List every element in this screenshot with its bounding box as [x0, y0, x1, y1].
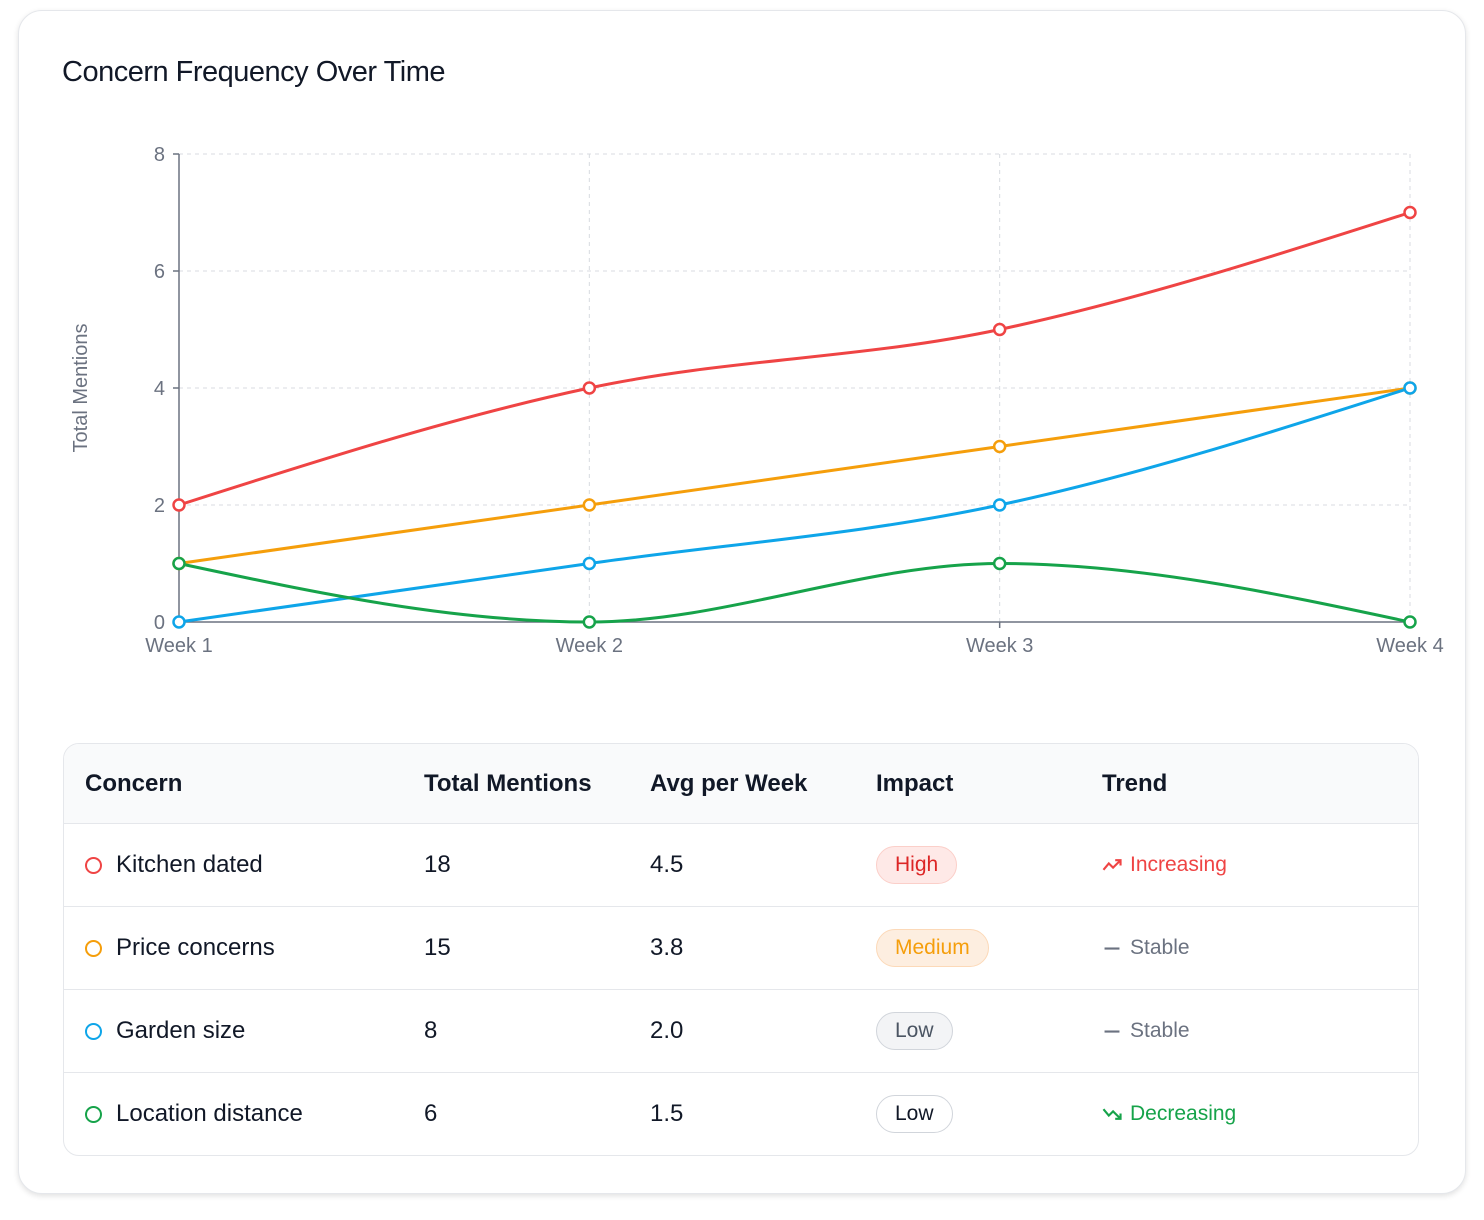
header-cell: Trend [1102, 769, 1168, 797]
concern-cell: Location distance [85, 1100, 303, 1128]
trend-cell: Decreasing [1102, 1102, 1236, 1126]
series-line [178, 386, 1411, 624]
concern-cell: Garden size [85, 1017, 245, 1045]
data-point [582, 556, 597, 571]
trend-cell: Stable [1102, 936, 1190, 960]
chart: 0 2 4 6 8 Week 1 Week 2 Week 3 Week 4 Total Menti… [70, 144, 1444, 657]
table-row: Kitchen dated 18 4.5 High Increasing [64, 823, 1418, 906]
concern-name: Price concerns [116, 934, 275, 961]
total-mentions: 8 [424, 1017, 438, 1044]
data-point [992, 556, 1007, 571]
avg-per-week: 2.0 [650, 1017, 684, 1044]
impact-cell: Low [876, 1095, 953, 1133]
data-point [172, 498, 186, 512]
avg-per-week: 1.5 [650, 1100, 684, 1127]
y-tick-label: 6 [154, 261, 165, 283]
impact-cell: Medium [876, 929, 989, 967]
data-point [172, 556, 186, 571]
data-point [992, 498, 1007, 512]
data-point [582, 498, 597, 512]
concern-name: Garden size [116, 1017, 246, 1044]
x-tick-label: Week 3 [966, 635, 1033, 657]
series-marker [85, 939, 102, 957]
concern-table: Concern Total Mentions Avg per Week Impa… [63, 743, 1419, 1156]
impact-cell: High [876, 846, 958, 884]
x-tick-label: Week 4 [1376, 635, 1443, 657]
trend-icon [1102, 1108, 1122, 1120]
series-line [178, 386, 1411, 565]
impact-badge: Low [876, 1012, 953, 1050]
trend-label: Increasing [1130, 853, 1227, 876]
impact-badge: Medium [876, 929, 989, 967]
series-marker [85, 1105, 102, 1123]
table-row: Price concerns 15 3.8 Medium Stable [64, 906, 1418, 989]
y-tick-label: 8 [154, 144, 165, 166]
concern-name: Kitchen dated [116, 851, 263, 878]
trend-label: Stable [1130, 936, 1190, 959]
total-mentions: 6 [424, 1100, 438, 1127]
series-marker [85, 1022, 102, 1040]
trend-icon [1102, 859, 1122, 871]
table-header: Concern Total Mentions Avg per Week Impa… [64, 744, 1418, 823]
header-cell: Total Mentions [424, 769, 592, 797]
avg-per-week: 3.8 [650, 934, 684, 961]
series-line [178, 211, 1411, 507]
y-tick-label: 2 [154, 495, 165, 517]
trend-label: Stable [1130, 1019, 1190, 1042]
concern-cell: Kitchen dated [85, 851, 263, 879]
x-tick-label: Week 1 [145, 635, 212, 657]
data-point [992, 439, 1007, 454]
trend-label: Decreasing [1130, 1102, 1237, 1125]
trend-icon [1104, 1030, 1120, 1033]
impact-badge: Low [876, 1095, 953, 1133]
avg-per-week: 4.5 [650, 851, 684, 878]
data-point [1403, 381, 1417, 395]
trend-cell: Increasing [1102, 853, 1227, 877]
data-point [582, 615, 597, 629]
y-tick-label: 0 [154, 612, 165, 634]
trend-cell: Stable [1102, 1019, 1190, 1043]
table-row: Garden size 8 2.0 Low Stable [64, 989, 1418, 1072]
concern-name: Location distance [116, 1100, 303, 1127]
trend-icon [1104, 947, 1120, 950]
header-cell: Concern [85, 769, 183, 797]
data-point [172, 615, 186, 629]
data-point [582, 381, 597, 395]
header-cell: Avg per Week [650, 769, 808, 797]
data-point [1403, 615, 1417, 629]
total-mentions: 18 [424, 851, 451, 878]
impact-badge: High [876, 846, 958, 884]
data-point [992, 322, 1007, 337]
table-row: Location distance 6 1.5 Low Decreasing [64, 1072, 1418, 1155]
y-axis-label: Total Mentions [70, 324, 92, 453]
x-tick-label: Week 2 [556, 635, 623, 657]
impact-cell: Low [876, 1012, 953, 1050]
series-marker [85, 856, 102, 874]
chart-title: Concern Frequency Over Time [62, 56, 445, 88]
total-mentions: 15 [424, 934, 451, 961]
header-cell: Impact [876, 769, 954, 797]
y-tick-label: 4 [154, 378, 165, 400]
concern-cell: Price concerns [85, 934, 275, 962]
data-point [1403, 205, 1417, 220]
series-line [178, 561, 1411, 624]
